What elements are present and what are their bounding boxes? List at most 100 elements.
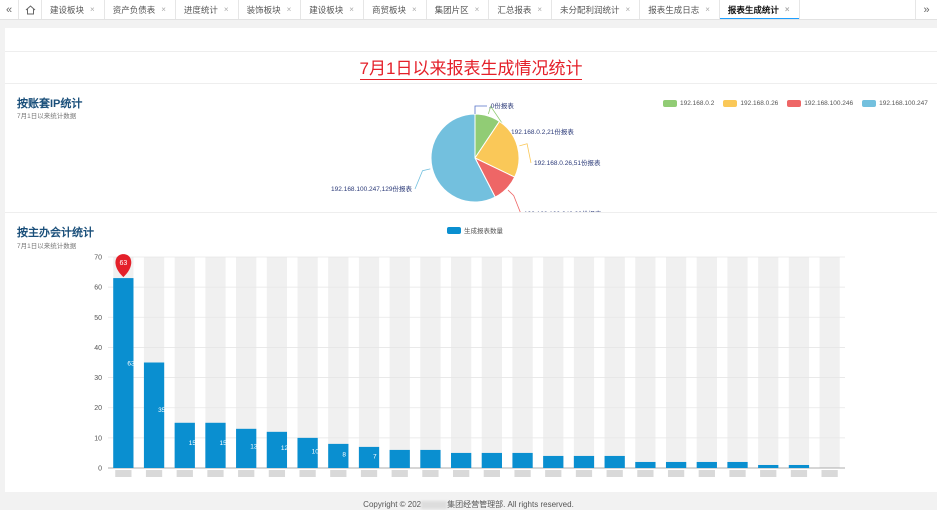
- bar-data-label: 35: [158, 407, 166, 414]
- tab-label: 建设板块: [309, 4, 344, 15]
- bar[interactable]: [635, 461, 656, 468]
- bar[interactable]: [205, 422, 226, 468]
- bar-data-label: 10: [312, 448, 320, 455]
- bar[interactable]: [328, 443, 349, 468]
- bar[interactable]: [420, 449, 441, 468]
- bar[interactable]: [174, 422, 195, 468]
- bar-chart: 0 10 20 30 40 50 60 70 63 35 15 15 13 12 10 8 7 63: [94, 254, 845, 477]
- redacted-x-label: [637, 470, 654, 477]
- pie-legend: 192.168.0.2 192.168.0.26 192.168.100.246 19…: [663, 100, 928, 107]
- bar-background: [696, 257, 717, 468]
- bar-background: [358, 257, 380, 468]
- close-icon[interactable]: ×: [286, 5, 292, 14]
- bar[interactable]: [512, 452, 533, 468]
- close-icon[interactable]: ×: [784, 5, 790, 14]
- close-icon[interactable]: ×: [349, 5, 354, 14]
- bar[interactable]: [389, 449, 410, 468]
- close-icon[interactable]: ×: [537, 5, 542, 14]
- tab-6[interactable]: 集团片区 ×: [427, 0, 490, 19]
- close-icon[interactable]: ×: [90, 5, 95, 14]
- close-icon[interactable]: ×: [161, 5, 166, 14]
- tab-5[interactable]: 商贸板块 ×: [364, 0, 427, 19]
- legend-swatch: [723, 100, 738, 107]
- tab-1[interactable]: 资产负债表 ×: [105, 0, 176, 19]
- bar[interactable]: [788, 464, 810, 468]
- legend-label: 192.168.100.246: [804, 100, 854, 107]
- bar[interactable]: [696, 461, 717, 468]
- pie-legend-item[interactable]: 192.168.100.247: [862, 100, 928, 107]
- legend-label: 192.168.0.26: [740, 100, 779, 107]
- home-icon: [25, 4, 35, 14]
- bar-background: [573, 257, 595, 468]
- y-tick-label: 20: [94, 405, 102, 412]
- tab-7[interactable]: 汇总报表 ×: [489, 0, 552, 19]
- tab-label: 商贸板块: [371, 4, 406, 15]
- bar-data-label: 12: [281, 445, 289, 452]
- bar[interactable]: [297, 437, 318, 468]
- bar[interactable]: [113, 278, 134, 468]
- tab-8[interactable]: 未分配利润统计 ×: [552, 0, 641, 19]
- pie-legend-item[interactable]: 192.168.0.26: [723, 100, 778, 107]
- y-tick-label: 30: [94, 375, 102, 382]
- bar[interactable]: [451, 452, 472, 468]
- bar[interactable]: [143, 362, 165, 469]
- tab-4[interactable]: 建设板块 ×: [301, 0, 364, 19]
- bar[interactable]: [266, 431, 288, 468]
- bar-background: [328, 257, 349, 468]
- close-icon[interactable]: ×: [223, 5, 229, 14]
- legend-swatch: [787, 100, 802, 107]
- bar[interactable]: [665, 461, 687, 468]
- bar-background: [665, 257, 687, 468]
- bar[interactable]: [236, 428, 257, 468]
- tabs-scroll-right-button[interactable]: »: [915, 0, 937, 19]
- close-icon[interactable]: ×: [411, 5, 417, 14]
- bar-background: [819, 257, 840, 468]
- pie-data-label: 192.168.100.247,129份报表: [331, 184, 412, 193]
- max-marker-label: 63: [119, 260, 127, 267]
- bar[interactable]: [727, 461, 748, 468]
- close-icon[interactable]: ×: [474, 5, 480, 14]
- bar-background: [174, 257, 195, 468]
- bar-data-label: 8: [342, 452, 346, 459]
- redacted-x-label: [760, 470, 777, 477]
- pie-data-label: 192.168.0.26,51份报表: [534, 158, 601, 167]
- bar-background: [389, 257, 410, 468]
- pie-label-line: [507, 189, 522, 213]
- legend-label: 192.168.100.247: [879, 100, 928, 107]
- pie-label-line: [414, 168, 431, 190]
- bar[interactable]: [604, 455, 625, 468]
- bar[interactable]: [481, 452, 502, 468]
- bar-background: [451, 257, 472, 468]
- bar-background: [297, 257, 318, 468]
- bar-background: [205, 257, 226, 468]
- bar-background: [481, 257, 502, 468]
- close-icon[interactable]: ×: [625, 5, 631, 14]
- redacted-x-label: [606, 470, 623, 477]
- close-icon[interactable]: ×: [705, 5, 710, 14]
- pie-data-label: 192.168.0.2,21份报表: [511, 127, 574, 136]
- pie-slice[interactable]: [430, 113, 496, 203]
- bar-data-label: 7: [373, 453, 377, 460]
- tab-10[interactable]: 报表生成统计 ×: [719, 0, 800, 19]
- tab-3[interactable]: 装饰板块 ×: [239, 0, 302, 19]
- bar[interactable]: [543, 455, 564, 468]
- pie-chart: 192.168.0.2,21份报表 192.168.0.26,51份报表 192.1…: [331, 101, 602, 213]
- redacted-x-label: [483, 470, 500, 477]
- bar-section-title: 按主办会计统计: [17, 227, 94, 239]
- tab-0[interactable]: 建设板块 ×: [42, 0, 105, 19]
- tabs-scroll-left-button[interactable]: «: [5, 3, 13, 16]
- home-tab[interactable]: [18, 0, 42, 19]
- bar[interactable]: [758, 464, 779, 468]
- tab-9[interactable]: 报表生成日志 ×: [640, 0, 720, 19]
- redacted-x-label: [115, 470, 132, 477]
- redacted-x-label: [238, 470, 255, 477]
- pie-legend-item[interactable]: 192.168.0.2: [663, 100, 714, 107]
- bar[interactable]: [573, 455, 595, 468]
- bar[interactable]: [358, 446, 380, 468]
- legend-label: 192.168.0.2: [680, 100, 715, 107]
- y-tick-label: 70: [94, 255, 102, 262]
- pie-legend-item[interactable]: 192.168.100.246: [787, 100, 853, 107]
- bar-section-subtitle: 7月1日以来统计数据: [17, 243, 77, 250]
- tab-2[interactable]: 进度统计 ×: [176, 0, 239, 19]
- bar-legend: 生成报表数量: [447, 225, 503, 235]
